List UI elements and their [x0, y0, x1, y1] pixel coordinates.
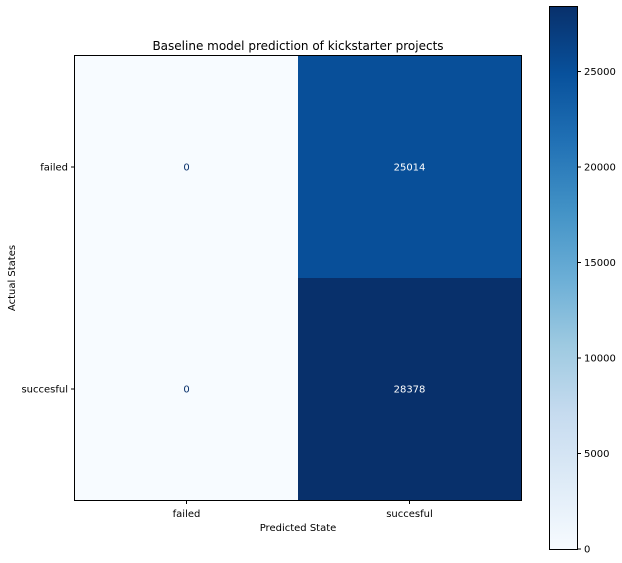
x-tick-label: failed: [173, 509, 201, 520]
heatmap-cell: [298, 56, 522, 279]
cell-value-label: 28378: [394, 385, 426, 396]
y-axis-ticks: failed succesful: [21, 163, 75, 396]
heatmap-cell: [75, 56, 299, 279]
y-tick-label: succesful: [21, 385, 68, 396]
heatmap-cell: [298, 278, 522, 501]
heatmap-cell-labels: 0 25014 0 28378: [183, 163, 425, 396]
colorbar-ticks: 0 5000 10000 15000 20000 25000: [577, 67, 616, 556]
y-tick-label: failed: [40, 163, 68, 174]
x-tick-label: succesful: [386, 509, 433, 520]
cell-value-label: 25014: [394, 163, 426, 174]
colorbar-tick-label: 10000: [584, 354, 616, 365]
chart-title: Baseline model prediction of kickstarter…: [152, 39, 443, 53]
x-axis-label: Predicted State: [260, 523, 337, 534]
colorbar-tick-label: 25000: [584, 67, 616, 78]
x-axis-ticks: failed succesful: [173, 500, 433, 520]
colorbar-tick-label: 20000: [584, 163, 616, 174]
heatmap-cells: [75, 56, 522, 501]
colorbar-tick-label: 15000: [584, 258, 616, 269]
y-axis-label: Actual States: [7, 245, 18, 311]
cell-value-label: 0: [183, 385, 189, 396]
plot-frame: [74, 55, 522, 501]
cell-value-label: 0: [183, 163, 189, 174]
colorbar-tick-label: 0: [584, 545, 590, 556]
colorbar-tick-label: 5000: [584, 449, 609, 460]
colorbar: [549, 6, 578, 550]
heatmap-cell: [75, 278, 299, 501]
